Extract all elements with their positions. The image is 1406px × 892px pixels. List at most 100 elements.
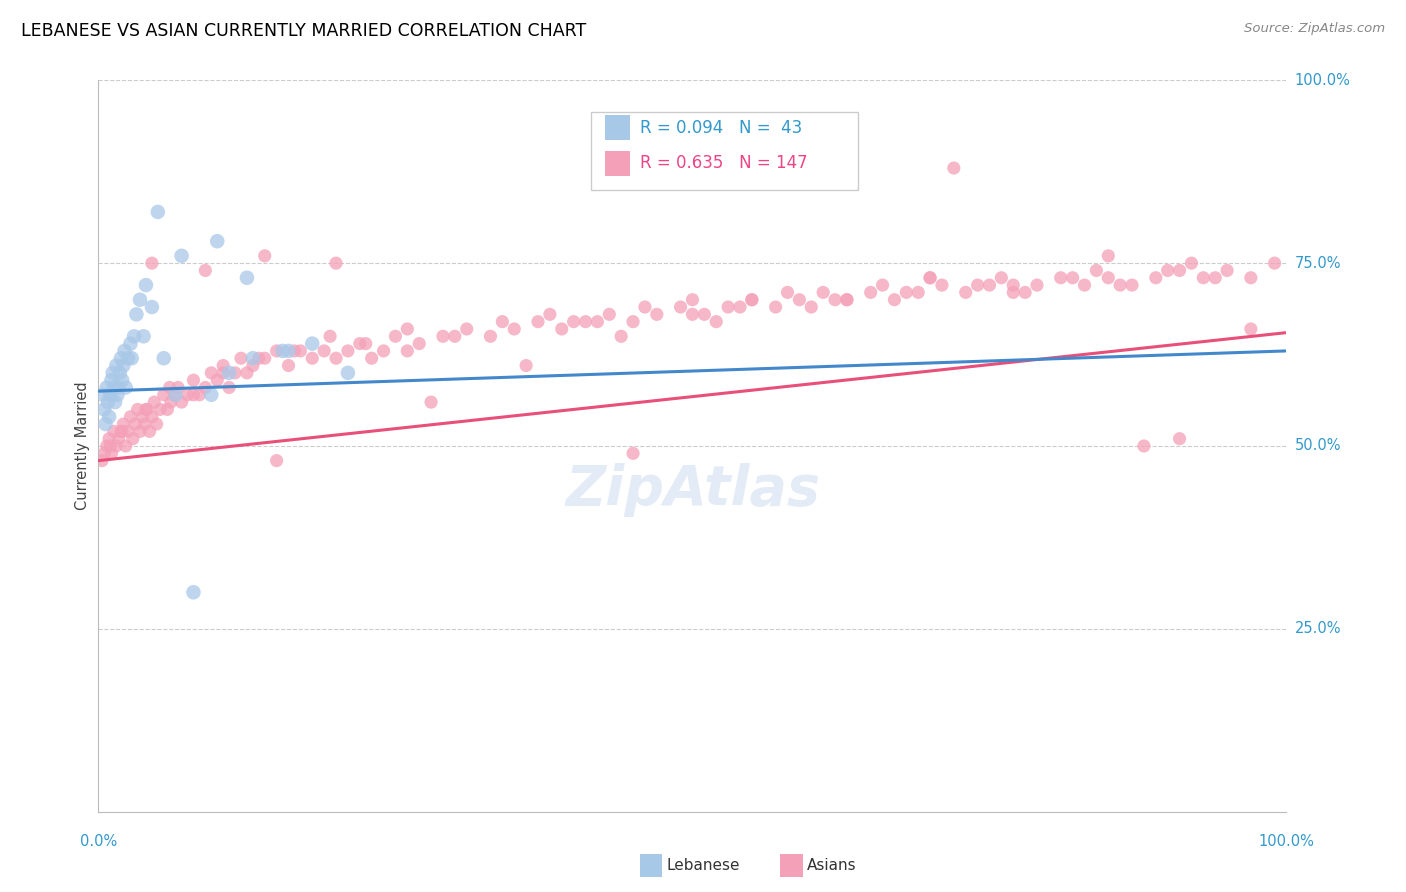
Point (538, 307, 561, 321)
Point (105, 439, 128, 453)
Point (236, 366, 259, 380)
Point (107, 380, 129, 394)
Point (574, 315, 596, 329)
Point (183, 373, 205, 387)
Text: LEBANESE VS ASIAN CURRENTLY MARRIED CORRELATION CHART: LEBANESE VS ASIAN CURRENTLY MARRIED CORR… (21, 22, 586, 40)
Point (669, 300, 692, 314)
Text: Source: ZipAtlas.com: Source: ZipAtlas.com (1244, 22, 1385, 36)
Point (194, 380, 217, 394)
Point (124, 417, 146, 431)
Text: 0.0%: 0.0% (80, 834, 117, 849)
Point (242, 351, 264, 366)
Point (1002, 285, 1025, 300)
Point (456, 322, 478, 336)
Point (229, 351, 252, 366)
Point (91, 388, 114, 402)
Point (515, 359, 537, 373)
Point (183, 585, 205, 599)
Point (931, 278, 953, 293)
Point (396, 322, 419, 336)
Point (98, 432, 121, 446)
Point (96, 439, 118, 453)
Point (98, 439, 121, 453)
Point (127, 402, 149, 417)
Point (103, 380, 125, 394)
Point (266, 453, 288, 467)
Point (1192, 270, 1215, 285)
Point (110, 425, 132, 439)
Point (176, 388, 198, 402)
Point (100, 373, 122, 387)
Point (354, 336, 377, 351)
Point (1216, 263, 1239, 277)
Text: R = 0.635   N = 147: R = 0.635 N = 147 (640, 154, 807, 172)
Point (728, 300, 751, 314)
Point (129, 293, 152, 307)
Point (114, 343, 136, 358)
Point (136, 402, 159, 417)
Point (170, 249, 193, 263)
Point (277, 343, 299, 358)
Point (491, 315, 513, 329)
Point (835, 293, 858, 307)
Point (1240, 270, 1263, 285)
Point (586, 315, 609, 329)
Point (91, 453, 114, 467)
Point (396, 343, 419, 358)
Point (141, 300, 163, 314)
Point (621, 446, 644, 460)
Point (336, 343, 359, 358)
Point (1085, 263, 1108, 277)
Point (1014, 285, 1036, 300)
Point (360, 351, 382, 366)
Point (132, 329, 155, 343)
Point (129, 425, 152, 439)
Point (942, 161, 965, 175)
Text: 50.0%: 50.0% (1295, 439, 1341, 453)
Point (1204, 270, 1226, 285)
Point (1097, 249, 1119, 263)
Point (218, 380, 240, 394)
Y-axis label: Currently Married: Currently Married (75, 382, 90, 510)
Point (741, 293, 763, 307)
Point (122, 432, 145, 446)
Point (120, 409, 142, 424)
Point (114, 380, 136, 394)
Point (1073, 278, 1095, 293)
Point (141, 256, 163, 270)
Point (301, 351, 323, 366)
Point (1264, 256, 1286, 270)
Text: ZipAtlas: ZipAtlas (565, 463, 820, 516)
Point (290, 343, 312, 358)
Point (883, 293, 905, 307)
Point (283, 343, 305, 358)
Point (301, 336, 323, 351)
Point (1240, 322, 1263, 336)
Point (966, 278, 988, 293)
Point (271, 343, 294, 358)
Point (1180, 256, 1202, 270)
Point (170, 395, 193, 409)
Point (681, 307, 703, 321)
Point (479, 329, 502, 343)
Point (1168, 432, 1191, 446)
Point (111, 373, 134, 387)
Point (108, 366, 131, 380)
Point (112, 417, 135, 431)
Point (325, 256, 347, 270)
Point (138, 425, 160, 439)
Text: 75.0%: 75.0% (1295, 256, 1341, 270)
Point (247, 351, 270, 366)
Point (1062, 270, 1084, 285)
Point (149, 402, 172, 417)
Point (1156, 263, 1178, 277)
Point (811, 285, 834, 300)
Point (117, 425, 139, 439)
Point (117, 351, 139, 366)
Point (325, 351, 347, 366)
Point (200, 388, 222, 402)
Point (125, 307, 148, 321)
Point (349, 336, 371, 351)
Point (212, 366, 235, 380)
Point (621, 315, 644, 329)
